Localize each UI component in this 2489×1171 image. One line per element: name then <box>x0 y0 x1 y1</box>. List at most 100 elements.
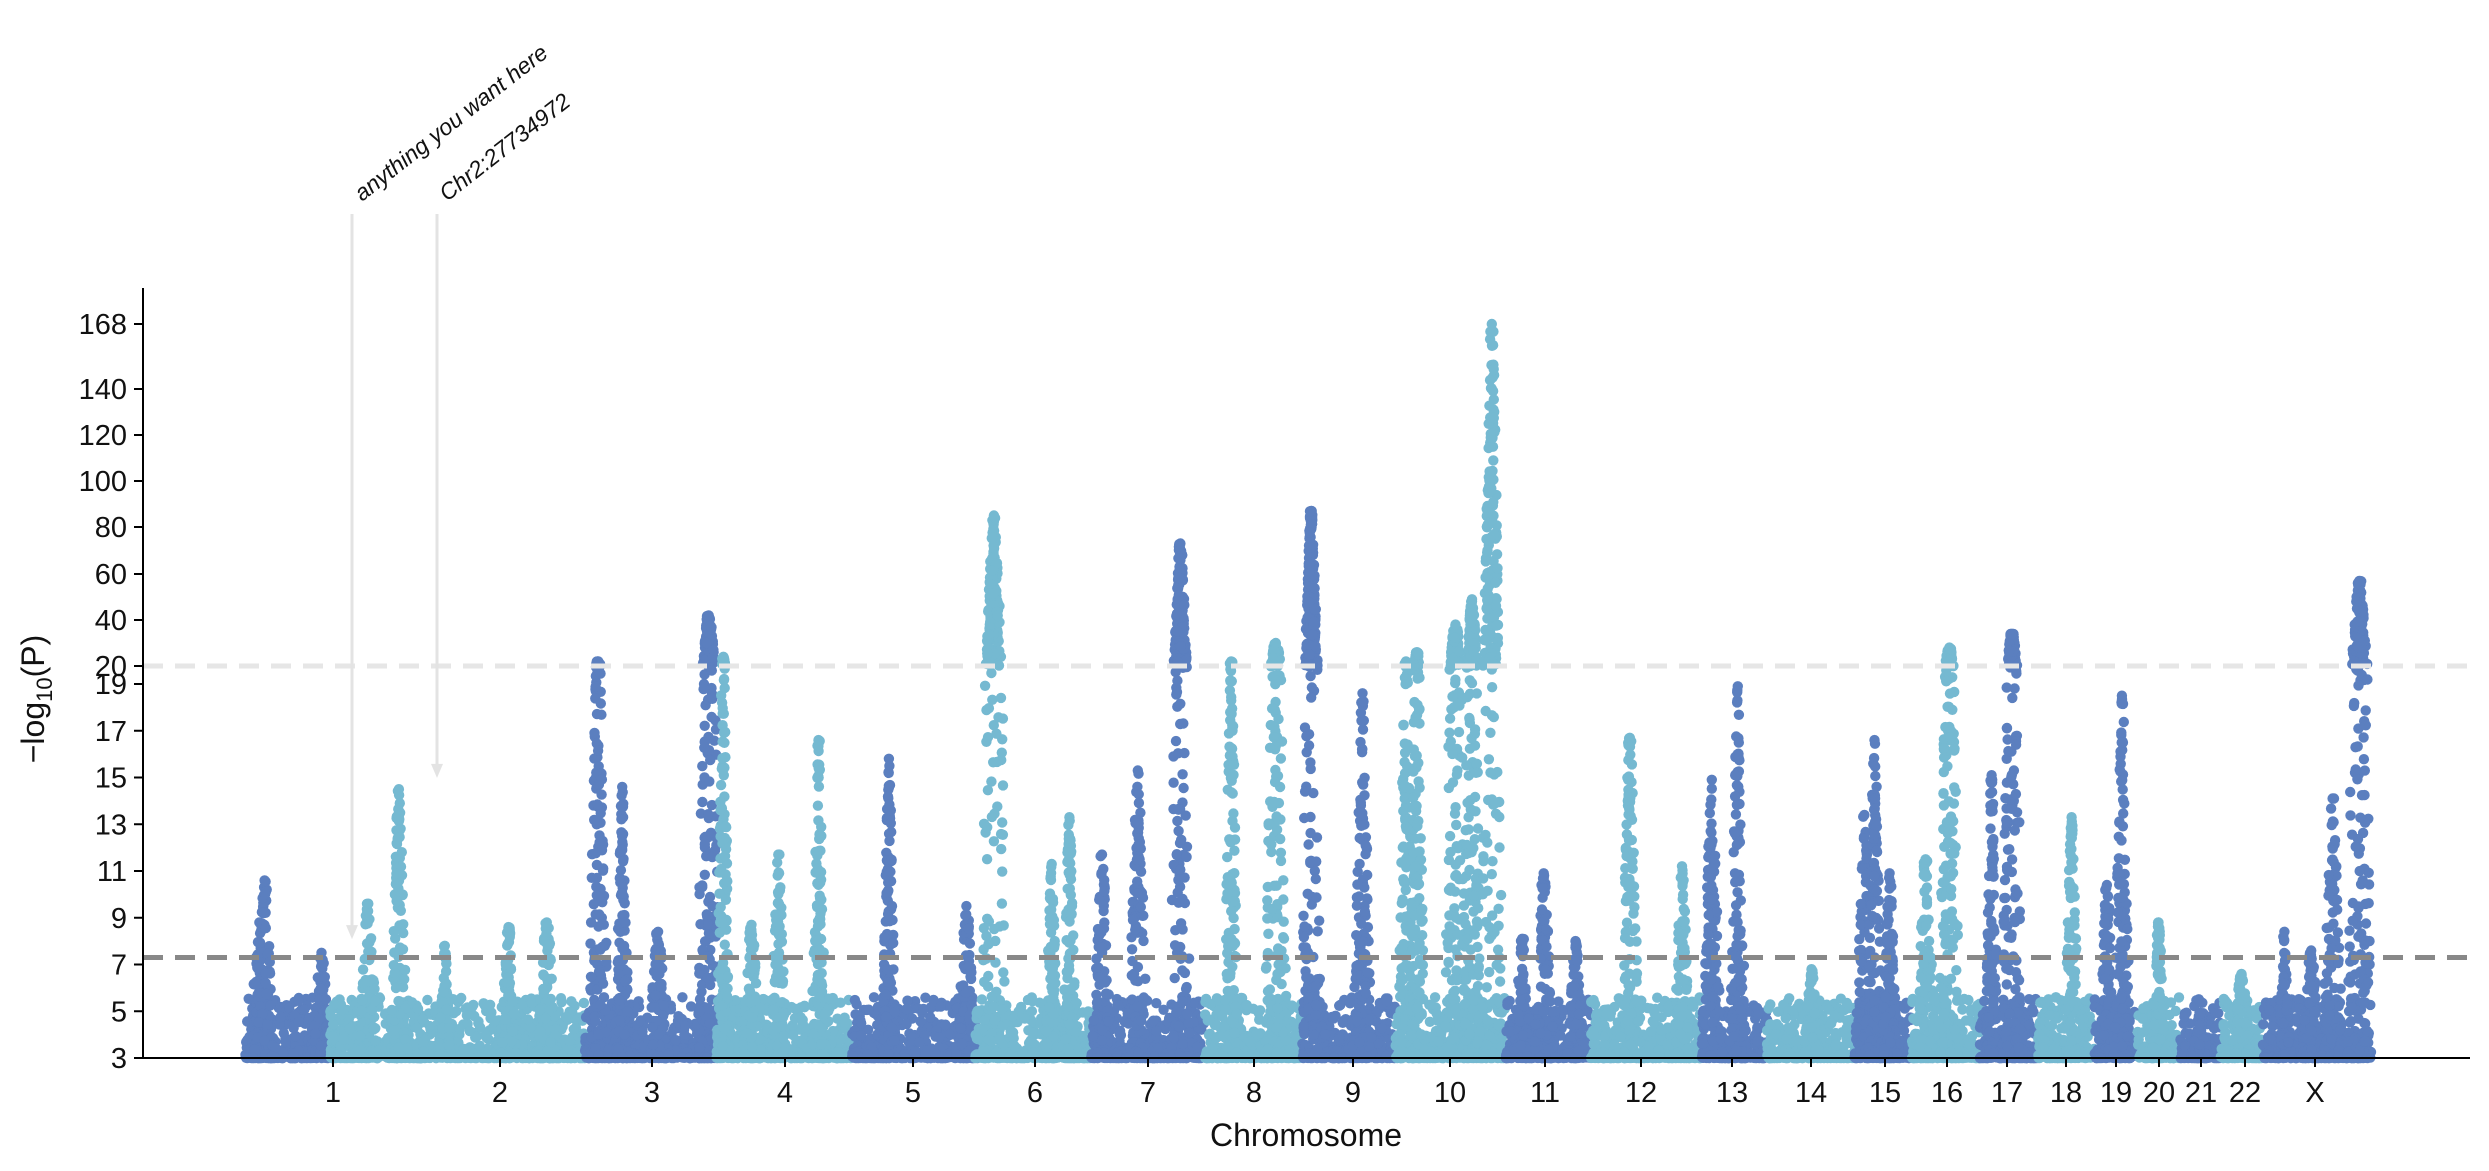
snp-point <box>366 1004 378 1016</box>
snp-point <box>993 660 1005 671</box>
snp-point <box>776 936 788 947</box>
snp-point <box>839 1017 851 1029</box>
snp-point <box>560 1011 572 1023</box>
snp-point <box>393 1042 404 1053</box>
snp-point <box>327 1031 339 1042</box>
snp-point <box>718 1050 730 1061</box>
snp-point <box>617 830 628 842</box>
snp-point <box>500 959 512 970</box>
snp-point <box>720 844 732 855</box>
snp-point <box>706 622 717 633</box>
snp-point <box>960 987 972 998</box>
peak-point <box>259 875 270 886</box>
snp-point <box>694 1005 706 1017</box>
snp-point <box>714 927 725 938</box>
snp-point <box>458 1043 469 1055</box>
peak-point <box>541 917 552 928</box>
snp-point <box>337 1034 349 1045</box>
snp-point <box>592 799 603 810</box>
snp-point <box>260 888 271 900</box>
snp-point <box>370 1035 381 1046</box>
snp-point <box>755 1051 767 1062</box>
snp-point <box>362 918 373 929</box>
snp-point <box>344 1023 355 1035</box>
snp-point <box>715 779 727 791</box>
peak-point <box>652 926 664 937</box>
snp-point <box>699 869 710 880</box>
snp-point <box>264 941 275 952</box>
snp-point <box>815 845 826 856</box>
snp-point <box>698 683 709 695</box>
snp-point <box>338 1051 350 1062</box>
snp-point <box>972 1033 984 1045</box>
snp-point <box>595 944 606 955</box>
snp-point <box>716 697 728 708</box>
snp-point <box>590 693 601 704</box>
snp-point <box>615 800 627 812</box>
snp-point <box>746 934 757 945</box>
snp-point <box>270 1042 281 1053</box>
peak-point <box>503 921 514 933</box>
snp-point <box>325 1010 336 1022</box>
snp-point <box>749 995 761 1006</box>
snp-point <box>807 985 818 997</box>
snp-point <box>718 673 730 685</box>
snp-point <box>386 1004 397 1016</box>
snp-point <box>889 1035 900 1046</box>
snp-point <box>395 905 406 916</box>
snp-point <box>772 897 784 909</box>
snp-point <box>497 1037 508 1048</box>
snp-point <box>392 832 403 844</box>
snp-point <box>616 888 627 899</box>
snp-point <box>620 917 631 928</box>
snp-point <box>590 1016 601 1027</box>
snp-point <box>618 940 630 952</box>
snp-point <box>635 1015 646 1026</box>
snp-point <box>277 1047 289 1059</box>
snp-point <box>593 891 605 903</box>
snp-point <box>356 1005 367 1016</box>
snp-point <box>290 1030 301 1042</box>
snp-point <box>717 736 728 747</box>
snp-point <box>719 1023 730 1034</box>
snp-point <box>697 880 708 891</box>
snp-point <box>933 1032 945 1043</box>
snp-point <box>619 975 631 987</box>
snp-point <box>278 1028 289 1039</box>
snp-point <box>614 1015 626 1026</box>
snp-point <box>619 898 630 909</box>
snp-point <box>880 1011 892 1022</box>
snp-point <box>417 1037 429 1048</box>
snp-point <box>720 726 731 738</box>
snp-point <box>705 827 717 838</box>
snp-point <box>260 977 271 989</box>
snp-point <box>999 976 1010 987</box>
snp-point <box>883 767 894 778</box>
snp-point <box>746 1042 758 1053</box>
snp-point <box>770 909 781 920</box>
snp-point <box>699 838 710 850</box>
snp-point <box>422 994 433 1006</box>
snp-point <box>773 947 785 958</box>
snp-point <box>699 720 710 731</box>
peak-point <box>703 610 714 621</box>
snp-point <box>799 1002 810 1013</box>
snp-point <box>717 917 728 929</box>
snp-point <box>855 1030 867 1041</box>
snp-point <box>722 971 734 982</box>
snp-point <box>489 1015 501 1026</box>
snp-point <box>441 1004 452 1015</box>
snp-point <box>721 822 732 833</box>
snp-point <box>982 822 993 833</box>
snp-point <box>886 900 898 912</box>
snp-point <box>987 531 998 543</box>
points-layer <box>240 318 2377 1064</box>
snp-point <box>982 785 994 796</box>
snp-point <box>880 989 891 1000</box>
snp-point <box>293 995 304 1006</box>
snp-point <box>461 1010 473 1021</box>
snp-point <box>360 974 371 986</box>
snp-point <box>596 845 608 856</box>
snp-point <box>910 1046 921 1057</box>
